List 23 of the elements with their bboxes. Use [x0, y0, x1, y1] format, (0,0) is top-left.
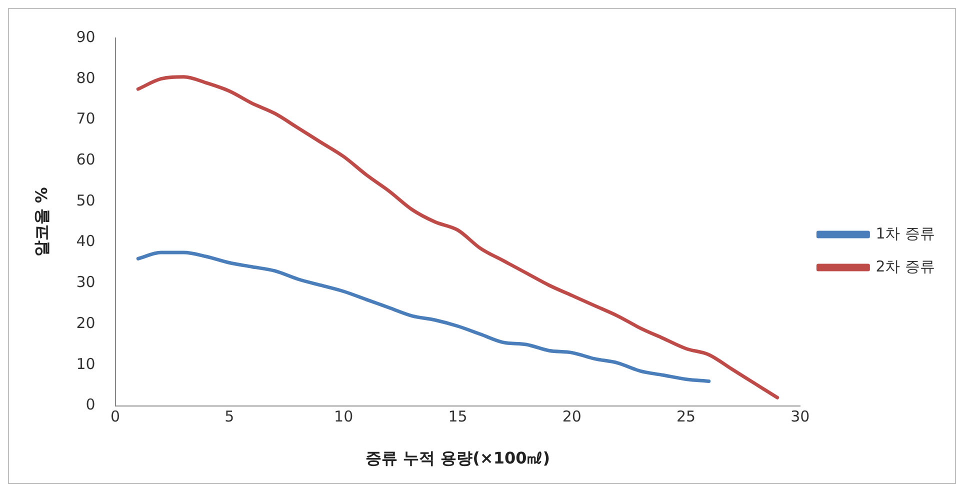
y-tick-label: 30	[76, 273, 96, 292]
x-tick-label: 25	[676, 408, 696, 426]
line-series	[136, 75, 780, 400]
y-tick-label: 40	[76, 232, 96, 250]
x-tick-label: 5	[224, 408, 234, 426]
y-tick-label: 0	[86, 396, 96, 414]
y-tick-label: 90	[76, 28, 96, 46]
legend-label: 2차 증류	[876, 257, 935, 276]
x-tick-label: 0	[110, 408, 120, 426]
legend-label: 1차 증류	[876, 224, 935, 242]
y-tick-label: 20	[76, 314, 96, 332]
y-axis-title: 알코올 %	[32, 187, 51, 257]
x-tick-label: 15	[448, 408, 468, 426]
x-tick-label: 20	[562, 408, 582, 426]
x-tick-label: 30	[790, 408, 810, 426]
x-tick-label: 10	[334, 408, 354, 426]
y-tick-label: 80	[76, 68, 96, 87]
y-tick-label: 50	[76, 191, 96, 210]
x-axis-title: 증류 누적 용량(×100㎖)	[365, 448, 550, 468]
y-tick-label: 60	[76, 150, 96, 168]
y-tick-label: 10	[76, 354, 96, 373]
line-series	[136, 250, 711, 384]
y-tick-label: 70	[76, 110, 96, 128]
